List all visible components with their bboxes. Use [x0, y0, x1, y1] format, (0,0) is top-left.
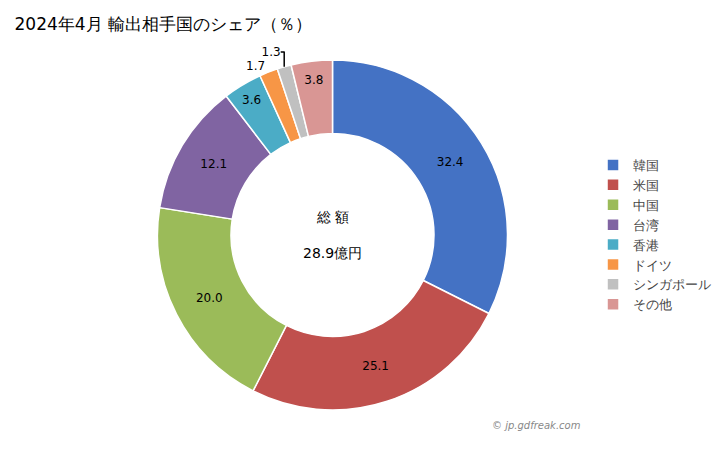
svg-text:中国: 中国	[633, 198, 659, 213]
svg-text:32.4: 32.4	[437, 155, 464, 169]
svg-text:ドイツ: ドイツ	[633, 258, 672, 273]
svg-text:台湾: 台湾	[633, 218, 659, 233]
svg-text:1.3: 1.3	[262, 45, 281, 59]
svg-text:3.6: 3.6	[242, 93, 261, 107]
svg-text:© jp.gdfreak.com: © jp.gdfreak.com	[492, 420, 581, 431]
svg-text:シンガポール: シンガポール	[633, 277, 711, 292]
svg-text:香港: 香港	[633, 238, 659, 253]
svg-text:20.0: 20.0	[196, 291, 223, 305]
svg-text:25.1: 25.1	[362, 359, 389, 373]
svg-text:12.1: 12.1	[200, 157, 227, 171]
svg-text:総 額: 総 額	[316, 209, 349, 225]
svg-text:その他: その他	[633, 297, 672, 312]
svg-text:28.9億円: 28.9億円	[303, 245, 362, 261]
svg-text:韓国: 韓国	[633, 158, 659, 173]
svg-text:1.7: 1.7	[246, 59, 265, 73]
svg-text:3.8: 3.8	[304, 73, 323, 87]
svg-text:2024年4月 輸出相手国のシェア（％）: 2024年4月 輸出相手国のシェア（％）	[15, 14, 312, 34]
svg-text:米国: 米国	[633, 178, 659, 193]
